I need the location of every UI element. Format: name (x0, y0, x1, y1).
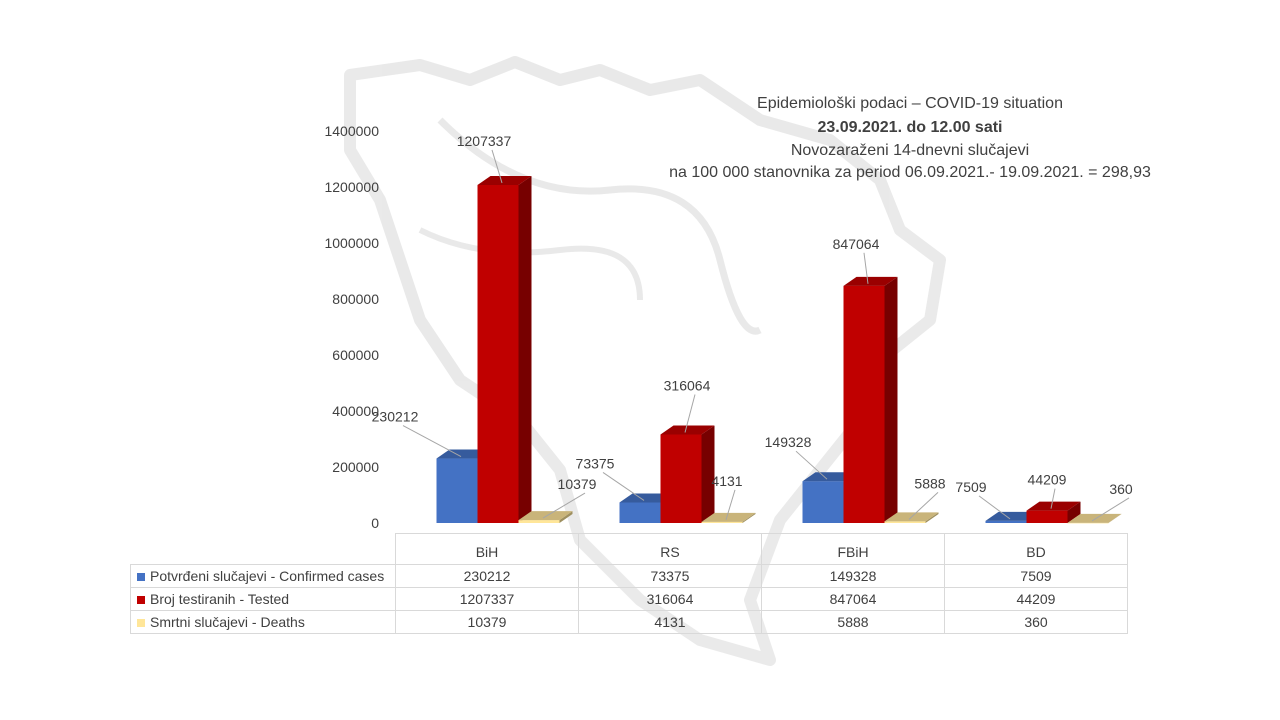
data-label: 230212 (372, 409, 419, 425)
table-cell: 230212 (395, 564, 579, 588)
table-cell: 316064 (578, 587, 762, 611)
data-label-leader (684, 394, 696, 433)
series-name: Smrtni slučajevi - Deaths (150, 614, 305, 630)
data-label-leader (978, 495, 1011, 520)
bar-side (1108, 513, 1122, 523)
table-corner (130, 533, 396, 565)
data-label: 149328 (765, 434, 812, 450)
data-label-leader (491, 149, 503, 184)
bar-top (701, 512, 756, 522)
bar-side (742, 512, 756, 523)
data-label: 360 (1109, 481, 1133, 497)
chart-title-date: 23.09.2021. do 12.00 sati (817, 119, 1003, 136)
category-label: RS (578, 533, 762, 565)
series-name: Broj testiranih - Tested (150, 591, 290, 607)
y-tick-label: 400000 (332, 403, 379, 419)
chart-title-line-3: Novozaraženi 14-dnevni slučajevi (790, 142, 1030, 159)
y-tick-label: 200000 (332, 459, 379, 475)
category-label: FBiH (761, 533, 945, 565)
bar (436, 458, 478, 523)
table-header-row: BiH RS FBiH BD (130, 533, 1128, 565)
table-cell: 360 (944, 610, 1128, 634)
bar-top (1067, 513, 1122, 523)
bar-top (985, 511, 1040, 521)
legend-entry-deaths: Smrtni slučajevi - Deaths (130, 610, 396, 634)
table-row: Broj testiranih - Tested 1207337 316064 … (130, 587, 1128, 611)
data-label: 1207337 (457, 133, 512, 149)
table-cell: 1207337 (395, 587, 579, 611)
category-label: BiH (395, 533, 579, 565)
bar (985, 520, 1027, 523)
table-cell: 4131 (578, 610, 762, 634)
table-cell: 44209 (944, 587, 1128, 611)
table-row: Smrtni slučajevi - Deaths 10379 4131 588… (130, 610, 1128, 634)
data-label-leader (908, 491, 939, 520)
data-label-leader (1050, 488, 1056, 509)
table-cell: 847064 (761, 587, 945, 611)
data-label: 44209 (1028, 472, 1067, 488)
y-tick-label: 1400000 (324, 123, 379, 139)
bar (1026, 510, 1068, 523)
y-tick-label: 800000 (332, 291, 379, 307)
bar-side (1067, 501, 1081, 523)
legend-key-red (137, 596, 145, 604)
table-cell: 7509 (944, 564, 1128, 588)
bar-top (477, 175, 532, 185)
data-label: 4131 (711, 473, 742, 489)
bar-top (802, 472, 857, 482)
data-label: 73375 (576, 455, 615, 471)
bar (619, 502, 661, 523)
y-tick-label: 1200000 (324, 179, 379, 195)
legend-entry-tested: Broj testiranih - Tested (130, 587, 396, 611)
y-tick-label: 600000 (332, 347, 379, 363)
bar (660, 434, 702, 523)
table-cell: 149328 (761, 564, 945, 588)
y-tick-label: 1000000 (324, 235, 379, 251)
bar (1067, 522, 1109, 524)
data-label: 847064 (833, 236, 880, 252)
legend-key-yellow (137, 619, 145, 627)
chart-title-line-4: na 100 000 stanovnika za period 06.09.20… (669, 164, 1151, 181)
bar (518, 520, 560, 523)
data-table: BiH RS FBiH BD Potvrđeni slučajevi - Con… (130, 533, 1128, 634)
data-label-leader (863, 252, 869, 284)
table-cell: 73375 (578, 564, 762, 588)
data-label-leader (402, 425, 462, 457)
data-label: 316064 (664, 378, 711, 394)
bar-side (884, 276, 898, 523)
legend-key-blue (137, 573, 145, 581)
chart-title-line-1: Epidemiološki podaci – COVID-19 situatio… (757, 95, 1063, 112)
bar-top (843, 276, 898, 286)
bar (802, 481, 844, 523)
data-label-leader (795, 450, 828, 480)
bar-top (1026, 501, 1081, 511)
legend-entry-confirmed: Potvrđeni slučajevi - Confirmed cases (130, 564, 396, 588)
data-label: 7509 (955, 479, 986, 495)
bar-side (518, 175, 532, 524)
data-label-leader (542, 492, 586, 519)
bar (701, 521, 743, 523)
y-tick-label: 0 (371, 515, 379, 531)
table-row: Potvrđeni slučajevi - Confirmed cases 23… (130, 564, 1128, 588)
bar-side (925, 512, 939, 523)
bar-top (518, 511, 573, 521)
table-cell: 10379 (395, 610, 579, 634)
bar (843, 285, 885, 523)
bar-top (436, 449, 491, 459)
bar-top (619, 493, 674, 503)
data-label-leader (1091, 497, 1130, 522)
data-label-leader (725, 489, 736, 520)
bar-side (701, 425, 715, 523)
bar (884, 521, 926, 523)
data-label-leader (602, 472, 645, 501)
table-cell: 5888 (761, 610, 945, 634)
data-label: 10379 (558, 476, 597, 492)
category-label: BD (944, 533, 1128, 565)
series-name: Potvrđeni slučajevi - Confirmed cases (150, 568, 385, 584)
bar-top (660, 425, 715, 435)
bar-side (559, 511, 573, 523)
data-label: 5888 (914, 475, 945, 491)
bar (477, 184, 519, 524)
